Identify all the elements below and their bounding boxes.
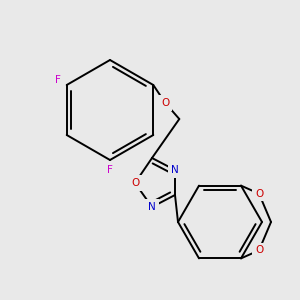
Text: N: N xyxy=(171,165,179,175)
Text: O: O xyxy=(131,178,139,188)
Text: F: F xyxy=(107,165,113,175)
Text: O: O xyxy=(161,98,170,108)
Text: F: F xyxy=(55,75,61,85)
Text: O: O xyxy=(255,189,263,199)
Text: O: O xyxy=(255,245,263,255)
Text: N: N xyxy=(148,202,156,212)
